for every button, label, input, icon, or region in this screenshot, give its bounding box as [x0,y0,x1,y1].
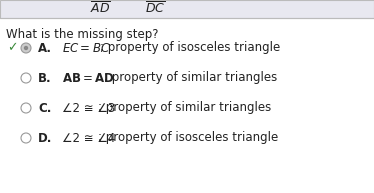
Text: D.: D. [38,131,52,145]
Text: ∠2 ≅ ∠4: ∠2 ≅ ∠4 [62,131,115,145]
Text: $\overline{DC}$: $\overline{DC}$ [145,1,165,17]
Text: $\mathbf{AB} = \mathbf{AD}$: $\mathbf{AB} = \mathbf{AD}$ [62,71,115,85]
Text: ; property of isosceles triangle: ; property of isosceles triangle [100,41,280,54]
Text: What is the missing step?: What is the missing step? [6,28,159,41]
Text: ; property of similar triangles: ; property of similar triangles [98,102,271,114]
Text: C.: C. [38,102,51,114]
Text: B.: B. [38,71,52,85]
Circle shape [21,73,31,83]
Circle shape [24,46,28,50]
Text: A.: A. [38,41,52,54]
Text: ; property of similar triangles: ; property of similar triangles [104,71,277,85]
Circle shape [21,103,31,113]
Text: ✓: ✓ [7,41,17,54]
Text: ∠2 ≅ ∠3: ∠2 ≅ ∠3 [62,102,115,114]
Circle shape [21,133,31,143]
Text: $\overline{AD}$: $\overline{AD}$ [90,1,110,17]
Text: $\mathit{EC} = \mathit{BC}$: $\mathit{EC} = \mathit{BC}$ [62,41,110,54]
FancyBboxPatch shape [0,0,374,18]
Text: ; property of isosceles triangle: ; property of isosceles triangle [98,131,278,145]
Circle shape [21,43,31,53]
